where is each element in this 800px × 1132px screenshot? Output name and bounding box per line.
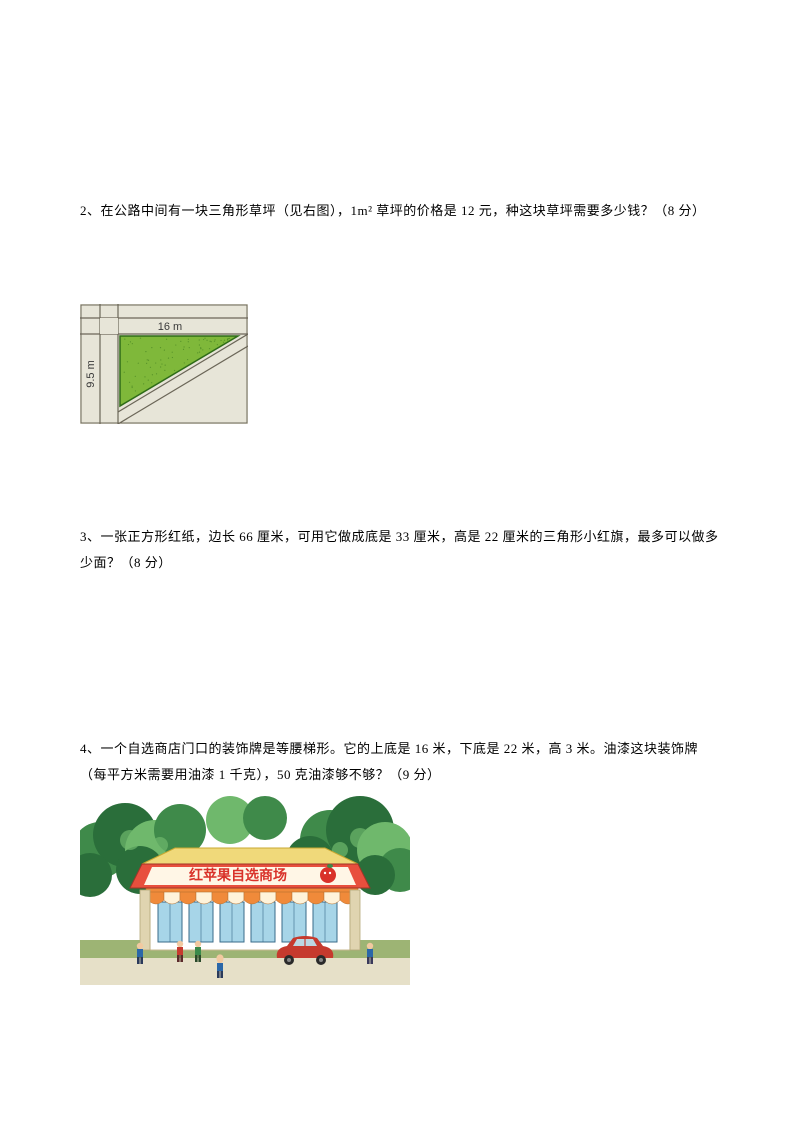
- question-4-line1: 4、一个自选商店门口的装饰牌是等腰梯形。它的上底是 16 米，下底是 22 米，…: [80, 736, 720, 762]
- svg-text:16 m: 16 m: [158, 321, 182, 333]
- question-2-text: 2、在公路中间有一块三角形草坪（见右图），1m² 草坪的价格是 12 元，种这块…: [80, 198, 720, 224]
- question-4-text: 4、一个自选商店门口的装饰牌是等腰梯形。它的上底是 16 米，下底是 22 米，…: [80, 736, 720, 788]
- triangle-lawn-diagram: 16 m 9.5 m: [80, 304, 248, 424]
- store-illustration: 红苹果自选商场: [80, 790, 410, 985]
- svg-text:9.5 m: 9.5 m: [85, 360, 97, 388]
- question-3-text: 3、一张正方形红纸，边长 66 厘米，可用它做成底是 33 厘米，高是 22 厘…: [80, 524, 720, 576]
- question-2-figure: 16 m 9.5 m: [80, 304, 248, 429]
- svg-text:红苹果自选商场: 红苹果自选商场: [189, 867, 287, 883]
- page: 2、在公路中间有一块三角形草坪（见右图），1m² 草坪的价格是 12 元，种这块…: [0, 0, 800, 1132]
- question-4-figure: 红苹果自选商场: [80, 790, 410, 990]
- question-4-line2: （每平方米需要用油漆 1 千克），50 克油漆够不够？（9 分）: [80, 762, 720, 788]
